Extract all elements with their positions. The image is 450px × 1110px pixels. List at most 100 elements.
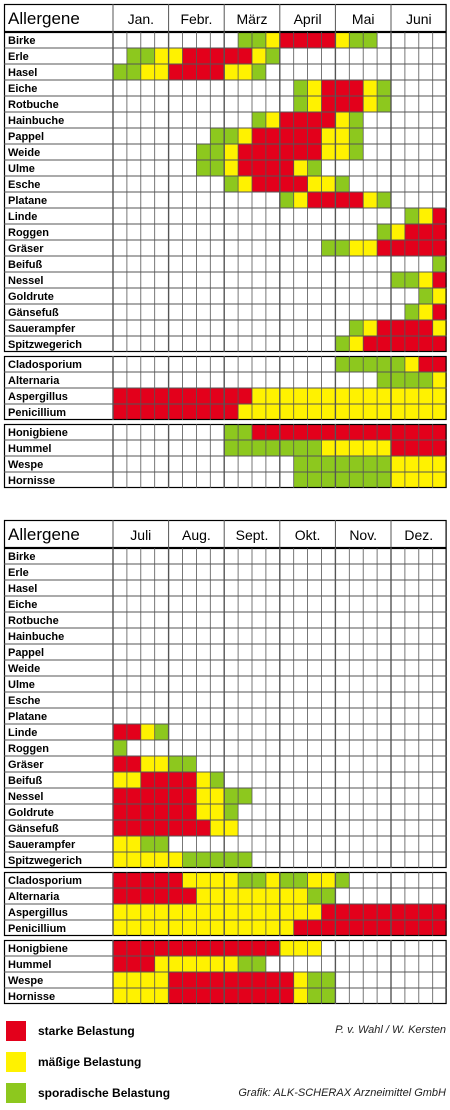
cell-weide-14: [307, 144, 322, 160]
row-label-pappel: Pappel: [8, 131, 44, 143]
cell-cladosporium-20: [391, 356, 405, 372]
cell-hornisse-5: [182, 988, 197, 1004]
cell-penicillium-10: [252, 920, 266, 936]
cell-hummel-15: [321, 440, 336, 456]
cell-esche-16: [335, 176, 350, 192]
cell-aspergillus-9: [238, 388, 252, 404]
cell-wespe-3: [154, 972, 169, 988]
cell-pappel-11: [265, 128, 280, 144]
cell-hornisse-22: [418, 472, 433, 488]
cell-spitzwegerich-18: [363, 336, 378, 352]
cell-wespe-20: [391, 456, 405, 472]
row-label-linde: Linde: [8, 727, 37, 739]
cell-hummel-16: [335, 440, 350, 456]
cell-goldrute-22: [418, 288, 433, 304]
cell-penicillium-9: [238, 920, 252, 936]
row-label-graeser: Gräser: [8, 759, 44, 771]
cell-roggen-19: [377, 224, 391, 240]
cell-hummel-9: [238, 956, 252, 972]
cell-penicillium-2: [140, 404, 155, 420]
cell-spitzwegerich-16: [335, 336, 350, 352]
cell-aspergillus-6: [196, 388, 211, 404]
cell-hornisse-3: [154, 988, 169, 1004]
cell-ulme-6: [196, 160, 211, 176]
row-label-birke: Birke: [8, 35, 36, 47]
cell-hummel-3: [154, 956, 169, 972]
cell-weide-10: [252, 144, 266, 160]
cell-aspergillus-6: [196, 904, 211, 920]
cell-spitzwegerich-21: [404, 336, 419, 352]
row-label-rotbuche: Rotbuche: [8, 615, 59, 627]
cell-aspergillus-3: [154, 904, 169, 920]
cell-nessel-6: [196, 788, 211, 804]
cell-beifuss-23: [432, 256, 447, 272]
cell-aspergillus-21: [404, 388, 419, 404]
cell-platane-17: [349, 192, 364, 208]
cell-hornisse-20: [391, 472, 405, 488]
cell-goldrute-5: [182, 804, 197, 820]
cell-penicillium-16: [335, 920, 350, 936]
calendar-table-1: Birke Erle Hasel Eiche Rotbuche Hainbuche Papp…: [3, 3, 447, 489]
row-label-hummel: Hummel: [8, 443, 51, 455]
cell-roggen-21: [404, 224, 419, 240]
cell-graeser-2: [140, 756, 155, 772]
cell-erle-10: [252, 48, 266, 64]
cell-hornisse-10: [252, 988, 266, 1004]
cell-hummel-10: [252, 440, 266, 456]
cell-hornisse-13: [293, 472, 308, 488]
cell-aspergillus-13: [293, 904, 308, 920]
cell-sauerampfer-1: [126, 836, 141, 852]
cell-honigbiene-1: [126, 940, 141, 956]
cell-esche-15: [321, 176, 336, 192]
row-label-linde: Linde: [8, 211, 37, 223]
cell-esche-10: [252, 176, 266, 192]
cell-penicillium-7: [210, 404, 225, 420]
row-label-weide: Weide: [8, 663, 40, 675]
cell-birke-12: [279, 32, 294, 48]
cell-pappel-14: [307, 128, 322, 144]
cell-aspergillus-19: [377, 904, 391, 920]
cell-hummel-1: [126, 956, 141, 972]
cell-weide-11: [265, 144, 280, 160]
month-header-juni: Juni: [406, 11, 432, 27]
cell-spitzwegerich-22: [418, 336, 433, 352]
cell-roggen-0: [113, 740, 127, 756]
cell-spitzwegerich-20: [391, 336, 405, 352]
cell-aspergillus-17: [349, 388, 364, 404]
cell-erle-4: [168, 48, 183, 64]
cell-alternaria-11: [265, 888, 280, 904]
cell-hasel-5: [182, 64, 197, 80]
cell-penicillium-16: [335, 404, 350, 420]
row-label-alternaria: Alternaria: [8, 375, 60, 387]
row-label-erle: Erle: [8, 567, 29, 579]
cell-wespe-16: [335, 456, 350, 472]
cell-weide-16: [335, 144, 350, 160]
cell-nessel-9: [238, 788, 252, 804]
cell-honigbiene-19: [377, 424, 391, 440]
row-label-hornisse: Hornisse: [8, 475, 55, 487]
cell-hasel-4: [168, 64, 183, 80]
cell-weide-12: [279, 144, 294, 160]
cell-aspergillus-1: [126, 388, 141, 404]
month-header-jan-: Jan.: [128, 11, 154, 27]
cell-cladosporium-12: [279, 872, 294, 888]
cell-platane-13: [293, 192, 308, 208]
row-label-gaensefuss: Gänsefuß: [8, 823, 59, 835]
cell-cladosporium-7: [210, 872, 225, 888]
cell-aspergillus-5: [182, 388, 197, 404]
row-label-weide: Weide: [8, 147, 40, 159]
cell-penicillium-12: [279, 920, 294, 936]
legend-swatch-strong: [6, 1021, 26, 1041]
cell-aspergillus-10: [252, 388, 266, 404]
cell-hornisse-14: [307, 988, 322, 1004]
cell-hummel-11: [265, 440, 280, 456]
cell-hummel-7: [210, 956, 225, 972]
cell-birke-18: [363, 32, 378, 48]
cell-hornisse-2: [140, 988, 155, 1004]
calendar-table-2: Birke Erle Hasel Eiche Rotbuche Hainbuche Papp…: [3, 519, 447, 1005]
row-label-nessel: Nessel: [8, 275, 43, 287]
cell-honigbiene-21: [404, 424, 419, 440]
cell-wespe-23: [432, 456, 447, 472]
cell-alternaria-21: [404, 372, 419, 388]
cell-penicillium-23: [432, 920, 447, 936]
